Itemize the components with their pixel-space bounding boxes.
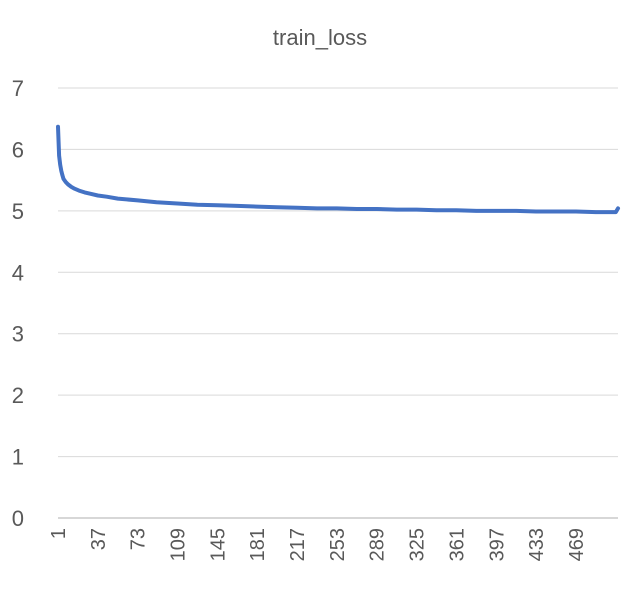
y-tick-label: 1 — [12, 445, 24, 470]
y-axis-ticks: 0 1 2 3 4 5 6 7 — [12, 76, 24, 531]
chart-title: train_loss — [273, 25, 367, 50]
y-tick-label: 0 — [12, 506, 24, 531]
x-tick-label: 433 — [526, 528, 548, 561]
x-axis-ticks: 1 37 73 109 145 181 217 253 289 325 361 397 433 469 — [48, 528, 588, 561]
series-line-train-loss — [56, 124, 620, 215]
x-tick-label: 73 — [128, 528, 150, 550]
x-tick-label: 253 — [327, 528, 349, 561]
y-tick-label: 5 — [12, 199, 24, 224]
x-tick-label: 361 — [446, 528, 468, 561]
x-tick-label: 397 — [486, 528, 508, 561]
y-tick-label: 4 — [12, 260, 24, 285]
y-tick-label: 6 — [12, 137, 24, 162]
y-tick-label: 7 — [12, 76, 24, 101]
y-tick-label: 3 — [12, 322, 24, 347]
y-tick-label: 2 — [12, 383, 24, 408]
x-tick-label: 325 — [407, 528, 429, 561]
x-tick-label: 1 — [48, 528, 70, 539]
gridlines — [58, 87, 618, 458]
x-tick-label: 217 — [287, 528, 309, 561]
x-tick-label: 289 — [367, 528, 389, 561]
x-tick-label: 181 — [247, 528, 269, 561]
series-layer — [56, 124, 620, 215]
x-tick-label: 109 — [168, 528, 190, 561]
x-tick-label: 37 — [88, 528, 110, 550]
x-tick-label: 469 — [566, 528, 588, 561]
x-tick-label: 145 — [207, 528, 229, 561]
